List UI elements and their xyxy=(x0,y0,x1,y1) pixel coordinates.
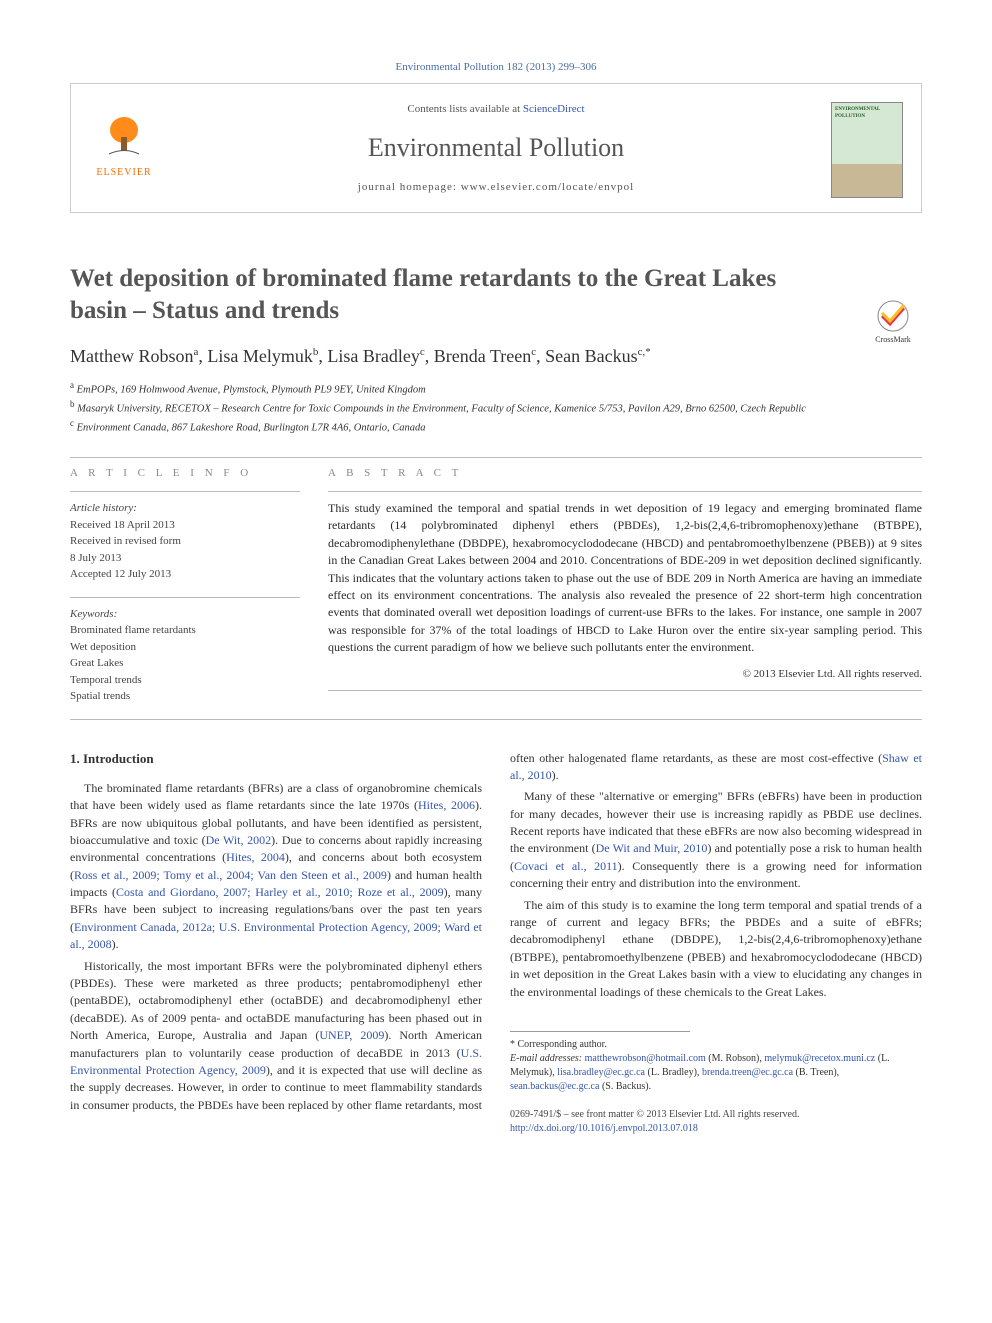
keywords-block: Keywords: Brominated flame retardantsWet… xyxy=(70,606,300,705)
keyword: Temporal trends xyxy=(70,672,300,689)
publisher-logo: ELSEVIER xyxy=(89,112,159,179)
rule xyxy=(70,597,300,598)
history-line: Accepted 12 July 2013 xyxy=(70,566,300,583)
abstract-column: A B S T R A C T This study examined the … xyxy=(328,466,922,719)
homepage-line: journal homepage: www.elsevier.com/locat… xyxy=(189,180,803,195)
emails-label: E-mail addresses: xyxy=(510,1053,582,1064)
abstract-copyright: © 2013 Elsevier Ltd. All rights reserved… xyxy=(328,667,922,682)
info-abstract-row: A R T I C L E I N F O Article history: R… xyxy=(70,466,922,719)
article-history: Article history: Received 18 April 2013R… xyxy=(70,500,300,583)
provider-prefix: Contents lists available at xyxy=(407,103,522,115)
affiliation-line: a EmPOPs, 169 Holmwood Avenue, Plymstock… xyxy=(70,379,922,398)
keywords-label: Keywords: xyxy=(70,606,300,623)
body-paragraph: Many of these "alternative or emerging" … xyxy=(510,788,922,892)
article-title: Wet deposition of brominated flame retar… xyxy=(70,263,810,326)
page: Environmental Pollution 182 (2013) 299–3… xyxy=(0,0,992,1176)
crossmark-icon xyxy=(877,300,909,332)
cover-title: ENVIRONMENTAL POLLUTION xyxy=(832,103,902,123)
rule xyxy=(70,491,300,492)
journal-header: ELSEVIER Contents lists available at Sci… xyxy=(70,83,922,213)
keyword: Wet deposition xyxy=(70,639,300,656)
homepage-prefix: journal homepage: xyxy=(358,181,461,193)
abstract-heading: A B S T R A C T xyxy=(328,466,922,481)
homepage-url[interactable]: www.elsevier.com/locate/envpol xyxy=(461,181,634,193)
journal-cover-thumbnail: ENVIRONMENTAL POLLUTION xyxy=(831,102,903,198)
journal-name: Environmental Pollution xyxy=(189,130,803,166)
rule xyxy=(70,719,922,720)
article-info-heading: A R T I C L E I N F O xyxy=(70,466,300,481)
keyword: Spatial trends xyxy=(70,688,300,705)
abstract-text: This study examined the temporal and spa… xyxy=(328,500,922,657)
corresponding-footnote: * Corresponding author. xyxy=(510,1038,922,1052)
keyword: Brominated flame retardants xyxy=(70,622,300,639)
citation-line: Environmental Pollution 182 (2013) 299–3… xyxy=(70,60,922,75)
provider-line: Contents lists available at ScienceDirec… xyxy=(189,102,803,117)
crossmark-label: CrossMark xyxy=(864,334,922,345)
crossmark-badge[interactable]: CrossMark xyxy=(864,300,922,345)
sciencedirect-link[interactable]: ScienceDirect xyxy=(523,103,585,115)
keyword: Great Lakes xyxy=(70,655,300,672)
body-columns: 1. Introduction The brominated flame ret… xyxy=(70,750,922,1136)
history-line: 8 July 2013 xyxy=(70,550,300,567)
affiliation-line: c Environment Canada, 867 Lakeshore Road… xyxy=(70,417,922,436)
history-label: Article history: xyxy=(70,500,300,517)
rule xyxy=(70,457,922,458)
affiliation-line: b Masaryk University, RECETOX – Research… xyxy=(70,398,922,417)
elsevier-tree-icon xyxy=(101,112,147,158)
section-heading: 1. Introduction xyxy=(70,750,482,768)
rule xyxy=(328,690,922,691)
front-matter-line: 0269-7491/$ – see front matter © 2013 El… xyxy=(510,1108,922,1122)
footnote-rule xyxy=(510,1031,690,1032)
publisher-name: ELSEVIER xyxy=(89,166,159,180)
affiliations: a EmPOPs, 169 Holmwood Avenue, Plymstock… xyxy=(70,379,922,437)
emails-footnote: E-mail addresses: matthewrobson@hotmail.… xyxy=(510,1052,922,1094)
authors: Matthew Robsona, Lisa Melymukb, Lisa Bra… xyxy=(70,344,922,369)
article-info-column: A R T I C L E I N F O Article history: R… xyxy=(70,466,300,719)
bottom-meta: 0269-7491/$ – see front matter © 2013 El… xyxy=(510,1108,922,1136)
doi-link[interactable]: http://dx.doi.org/10.1016/j.envpol.2013.… xyxy=(510,1122,922,1136)
body-paragraph: The brominated flame retardants (BFRs) a… xyxy=(70,780,482,954)
history-line: Received in revised form xyxy=(70,533,300,550)
header-center: Contents lists available at ScienceDirec… xyxy=(189,102,803,195)
rule xyxy=(328,491,922,492)
history-line: Received 18 April 2013 xyxy=(70,517,300,534)
body-paragraph: The aim of this study is to examine the … xyxy=(510,897,922,1001)
